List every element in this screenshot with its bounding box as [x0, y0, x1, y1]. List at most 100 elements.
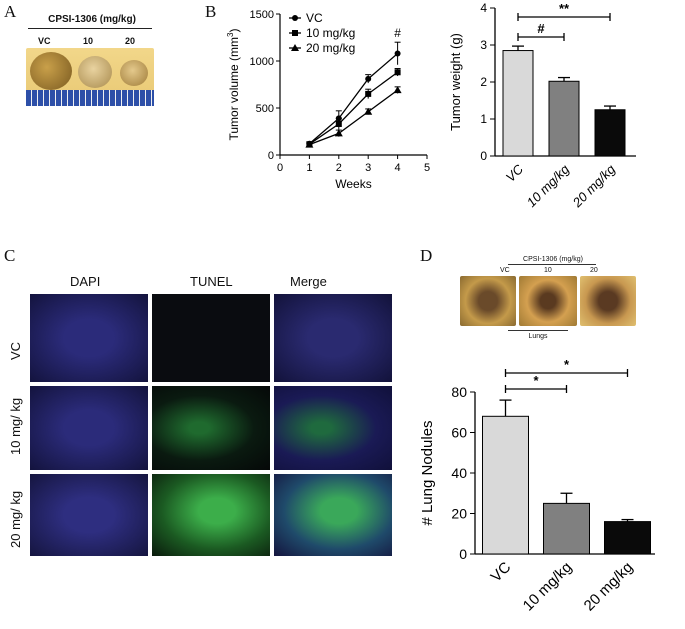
- panel-letter-c: C: [4, 246, 16, 265]
- tumor-volume-series: [305, 41, 402, 148]
- weight-y-tick-label: 1: [480, 112, 487, 126]
- data-point: [305, 140, 314, 148]
- annotation: #: [394, 26, 401, 40]
- x-tick-label: 3: [365, 162, 371, 174]
- legend-label: 20 mg/kg: [306, 41, 355, 55]
- nodules-bar: [543, 502, 590, 555]
- nodules-significance-label: *: [533, 373, 539, 388]
- weight-y-tick-label: 0: [480, 149, 487, 163]
- panel-d-group-10: 10: [544, 267, 552, 274]
- panel-d-group-20: 20: [590, 267, 598, 274]
- panel-a-group-10: 10: [83, 36, 94, 46]
- tumor-photo: [26, 48, 154, 106]
- tumor-20: [120, 60, 148, 86]
- tumor-10: [78, 56, 112, 88]
- legend-marker: [291, 44, 299, 51]
- weight-bar: [548, 80, 580, 157]
- weight-category-label: VC: [503, 161, 527, 185]
- data-point: [365, 90, 372, 97]
- lung-photo-20: [580, 276, 636, 326]
- weight-y-tick-label: 2: [480, 75, 487, 89]
- weight-bar: [594, 109, 626, 157]
- weight-significance-label: #: [537, 21, 545, 36]
- nodules-y-tick-label: 80: [451, 384, 467, 400]
- data-point: [394, 69, 401, 76]
- y-tick-label: 500: [256, 103, 274, 115]
- nodules-category-label: 10 mg/kg: [520, 559, 576, 615]
- nodules-y-tick-label: 60: [451, 424, 467, 440]
- micro-vc-dapi: [30, 294, 148, 382]
- data-point: [364, 107, 373, 115]
- lung-nodules-chart: 0 20 40 60 80 # Lung Nodules * * VC 10 mg/kg 20 m…: [419, 357, 655, 615]
- panel-a-title-rule: [28, 28, 152, 29]
- tumor-volume-chart: 0 500 1000 1500 0 1 2 3 4 5 Weeks Tumor volume (mm3…: [226, 9, 430, 191]
- panel-d-caption: Lungs: [528, 333, 548, 340]
- micro-20-dapi: [30, 474, 148, 556]
- lung-photo-vc: [460, 276, 516, 326]
- weight-category-label: 20 mg/kg: [569, 161, 619, 211]
- row-label-10: 10 mg/ kg: [8, 397, 23, 455]
- panel-d-caption-rule: [508, 330, 568, 331]
- x-tick-label: 1: [306, 162, 312, 174]
- nodules-y-tick-label: 20: [451, 505, 467, 521]
- nodules-y-axis-title: # Lung Nodules: [419, 420, 436, 525]
- nodules-significance-label: *: [564, 357, 570, 372]
- weight-y-tick-label: 4: [480, 1, 487, 15]
- x-tick-label: 0: [277, 162, 283, 174]
- micro-20-tunel: [152, 474, 270, 556]
- tumor-vc: [30, 52, 72, 90]
- row-label-vc: VC: [8, 341, 23, 360]
- column-label-tunel: TUNEL: [190, 274, 233, 289]
- ruler: [26, 90, 154, 106]
- legend-label: 10 mg/kg: [306, 26, 355, 40]
- column-label-merge: Merge: [290, 274, 327, 289]
- data-point: [394, 50, 401, 57]
- micro-vc-merge: [274, 294, 392, 382]
- row-label-20: 20 mg/ kg: [8, 490, 23, 548]
- micro-20-merge: [274, 474, 392, 556]
- series-line-1: [309, 71, 398, 145]
- legend-marker: [292, 30, 298, 36]
- series-line-2: [309, 89, 398, 146]
- lung-photo-10: [519, 276, 577, 326]
- nodules-bar: [482, 415, 529, 555]
- tumor-volume-axes: 0 500 1000 1500 0 1 2 3 4 5 Weeks Tumor volume (mm3…: [226, 9, 430, 191]
- y-tick-label: 1000: [250, 56, 274, 68]
- lung-nodules-bars: VC 10 mg/kg 20 mg/kg: [482, 399, 651, 615]
- panel-letter-b: B: [205, 2, 217, 21]
- x-axis-title: Weeks: [335, 177, 371, 191]
- legend-marker: [292, 15, 298, 21]
- x-tick-label: 2: [336, 162, 342, 174]
- weight-category-label: 10 mg/kg: [524, 161, 573, 210]
- data-point: [334, 129, 343, 137]
- data-point: [335, 120, 342, 127]
- series-line-0: [308, 52, 399, 145]
- column-label-dapi: DAPI: [70, 274, 101, 289]
- panel-d-group-vc: VC: [500, 267, 510, 274]
- panel-d-title-rule: [508, 264, 596, 265]
- y-axis-title: Tumor volume (mm3): [226, 28, 241, 140]
- panel-letter-a: A: [4, 2, 17, 21]
- panel-letter-d: D: [420, 246, 433, 265]
- weight-bar: [502, 50, 534, 157]
- x-tick-label: 4: [395, 162, 401, 174]
- weight-y-axis-title: Tumor weight (g): [448, 33, 463, 131]
- panel-a-title: CPSI-1306 (mg/kg): [48, 14, 136, 25]
- panel-a-group-20: 20: [125, 36, 136, 46]
- data-point: [393, 86, 402, 94]
- x-tick-label: 5: [424, 162, 430, 174]
- micro-10-merge: [274, 386, 392, 470]
- weight-significance-label: **: [559, 1, 570, 16]
- panel-d-title: CPSI-1306 (mg/kg): [523, 256, 583, 263]
- y-tick-label: 0: [268, 150, 274, 162]
- nodules-y-tick-label: 40: [451, 465, 467, 481]
- nodules-bar: [604, 521, 651, 555]
- nodules-y-tick-label: 0: [459, 546, 467, 562]
- micro-10-tunel: [152, 386, 270, 470]
- lung-nodules-axes: 0 20 40 60 80 # Lung Nodules * *: [419, 357, 655, 562]
- micro-vc-tunel: [152, 294, 270, 382]
- data-point: [365, 75, 372, 82]
